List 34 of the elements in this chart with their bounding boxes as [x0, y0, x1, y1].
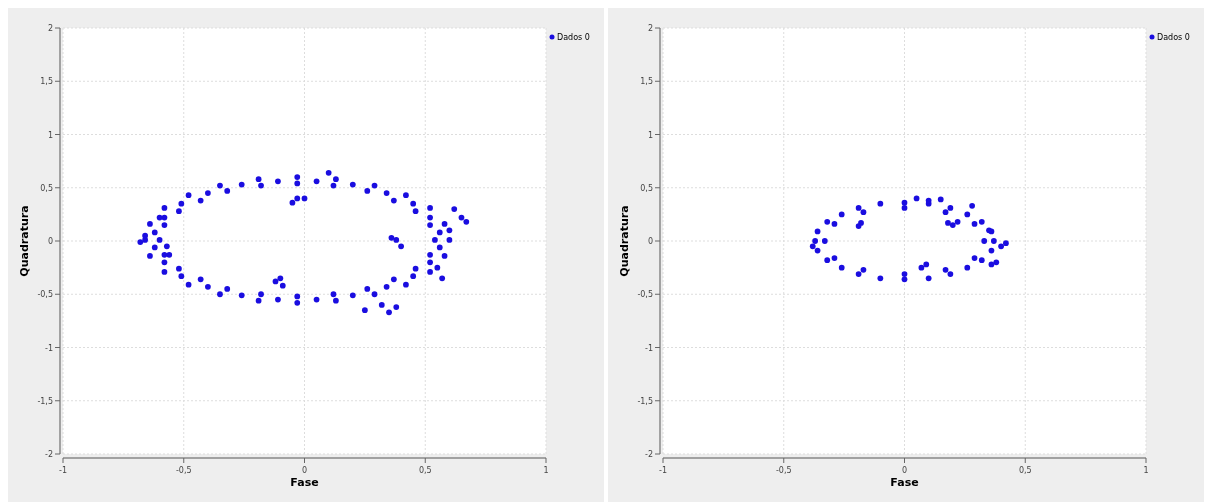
- y-tick-label: 1,5: [40, 77, 53, 87]
- y-tick-label: 1,5: [640, 77, 653, 87]
- y-tick-label: -2: [45, 450, 53, 459]
- x-axis-title: Fase: [290, 476, 319, 489]
- x-tick-label: -1: [59, 466, 67, 475]
- y-tick-label: 1: [647, 130, 653, 140]
- y-tick-label: -0,5: [37, 290, 53, 300]
- x-tick-label: 1: [1143, 466, 1149, 475]
- y-axis-title: Quadratura: [18, 205, 31, 277]
- y-tick-label: -1: [45, 343, 53, 353]
- text: Dados 0: [557, 33, 590, 42]
- y-tick-label: 0,5: [640, 183, 653, 193]
- x-axis-title: Fase: [890, 476, 919, 489]
- y-tick-label: -1,5: [637, 396, 653, 406]
- x-tick-label: 1: [543, 466, 549, 475]
- x-tick-label: 0: [901, 466, 908, 475]
- y-axis-title: Quadratura: [618, 205, 631, 277]
- x-tick-label: -0,5: [775, 466, 792, 475]
- x-tick-label: -1: [659, 466, 667, 475]
- y-tick-label: 2: [647, 24, 653, 33]
- text: Dados 0: [1157, 33, 1190, 42]
- x-tick-label: 0: [301, 466, 308, 475]
- y-tick-label: 0: [647, 237, 653, 246]
- x-tick-label: 0,5: [418, 466, 432, 475]
- y-tick-label: 0: [47, 237, 53, 246]
- x-tick-label: -0,5: [175, 466, 192, 475]
- y-tick-label: -2: [645, 450, 653, 459]
- y-tick-label: 2: [47, 24, 53, 33]
- y-tick-label: -1: [645, 343, 653, 353]
- y-tick-label: -0,5: [637, 290, 653, 300]
- x-tick-label: 0,5: [1018, 466, 1032, 475]
- y-tick-label: -1,5: [37, 396, 53, 406]
- y-tick-label: 0,5: [40, 183, 53, 193]
- y-tick-label: 1: [47, 130, 53, 140]
